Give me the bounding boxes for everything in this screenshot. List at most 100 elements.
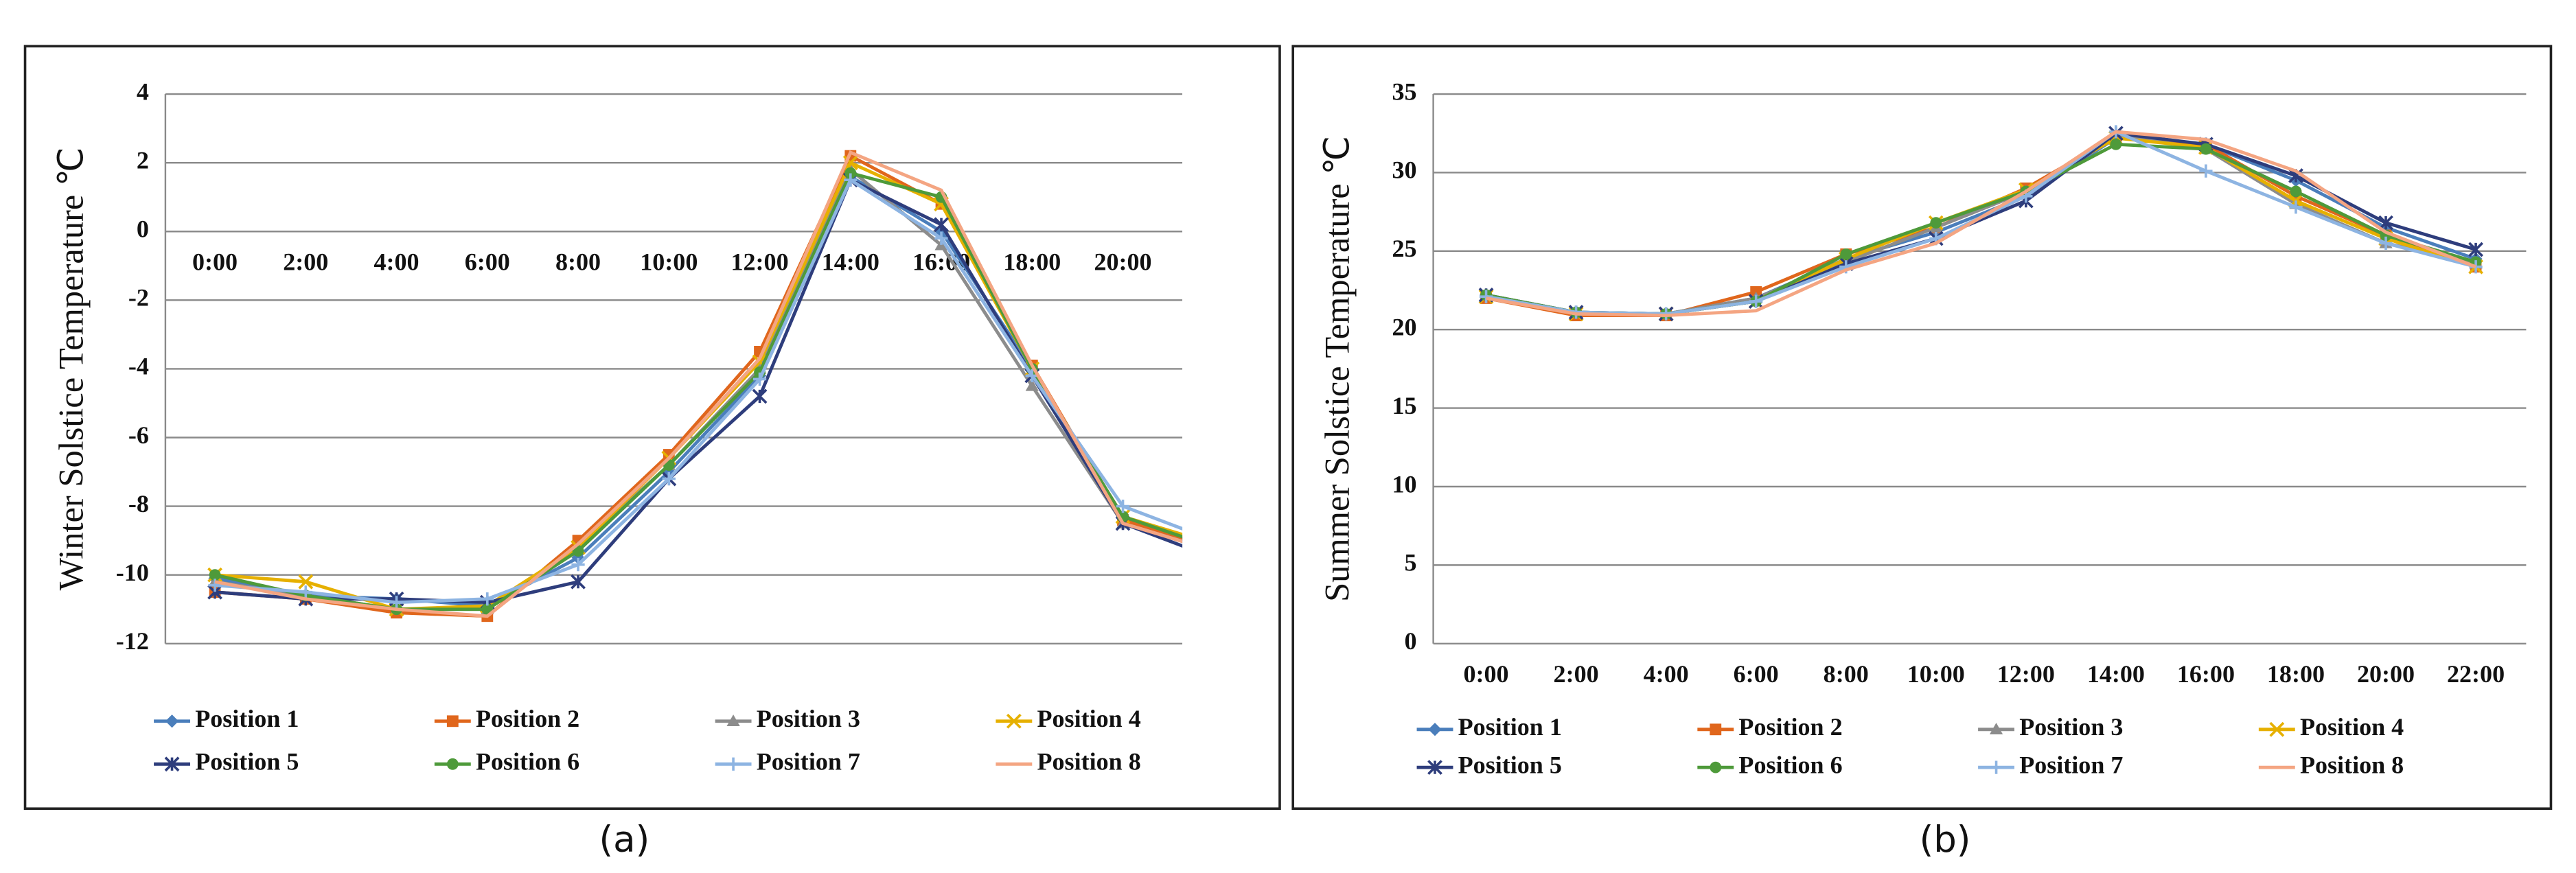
x-tick-label: 4:00 (374, 248, 419, 276)
series-line (214, 160, 1183, 612)
series-line (1486, 131, 2476, 316)
caption: (b) (1920, 819, 1971, 861)
series-line (214, 177, 1183, 605)
legend-label: Position 8 (2300, 751, 2404, 778)
marker (298, 574, 314, 590)
x-tick-label: 10:00 (640, 248, 698, 276)
marker (844, 173, 858, 187)
y-axis-label: Winter Solstice Temperature ℃ (51, 147, 90, 590)
y-tick-label: -4 (128, 353, 149, 380)
marker (1025, 379, 1039, 391)
marker (1208, 542, 1219, 553)
plot-group: 0 5 10 15 20 25 30 35 0:00 2:00 4:00 6:00 8:00 10:00 1… (1392, 78, 2527, 778)
x-tick-label: 14:00 (822, 248, 879, 276)
marker (1428, 723, 1442, 736)
series-line (1486, 130, 2476, 316)
x-tick-label: 20:00 (2357, 660, 2415, 688)
marker (752, 388, 768, 404)
marker (481, 592, 494, 606)
legend-label: Position 4 (1037, 705, 1141, 732)
series-line (1486, 135, 2476, 318)
marker (571, 574, 586, 590)
marker (1207, 544, 1220, 557)
panel-border (23, 45, 1281, 811)
x-tick-label: 6:00 (1734, 660, 1779, 688)
x-tick-label: 4:00 (1644, 660, 1689, 688)
series-line (214, 174, 1183, 608)
marker (1427, 760, 1442, 776)
legend-label: Position 1 (1458, 713, 1562, 741)
legend-label: Position 4 (2300, 713, 2404, 741)
marker (1207, 551, 1220, 564)
x-tick-label: 2:00 (283, 248, 328, 276)
series-line (214, 177, 1183, 605)
series-line (214, 150, 1183, 618)
y-tick-label: 0 (137, 216, 149, 243)
y-tick-label: 30 (1392, 156, 1417, 184)
marker (1840, 248, 1852, 260)
x-tick-label: 14:00 (2087, 660, 2145, 688)
legend-label: Position 2 (476, 705, 579, 732)
panel-border (1291, 45, 2553, 811)
legend-label: Position 1 (195, 705, 299, 732)
marker (2290, 185, 2302, 198)
marker (934, 217, 949, 233)
x-tick-label: 18:00 (1003, 248, 1061, 276)
plot-group: -12 -10 -8 -6 -4 -2 0 2 4 0:00 2:00 4:00 6:00 8:00 10:… (116, 78, 1243, 776)
marker (165, 714, 179, 728)
y-tick-label: 4 (137, 78, 149, 105)
x-tick-label: 2:00 (1554, 660, 1599, 688)
marker (1989, 723, 2003, 735)
marker (571, 558, 585, 572)
marker (1989, 760, 2003, 774)
marker (844, 167, 857, 179)
marker (446, 715, 459, 728)
marker (164, 756, 180, 772)
marker (1479, 290, 1493, 303)
legend-label: Position 6 (1738, 751, 1842, 778)
marker (726, 757, 740, 771)
marker (1208, 542, 1219, 553)
caption: (a) (599, 819, 650, 861)
x-tick-label: 8:00 (555, 248, 601, 276)
series-line (1486, 142, 2476, 316)
y-tick-label: 2 (137, 146, 149, 174)
marker (2269, 721, 2285, 737)
marker (299, 585, 312, 599)
x-tick-label: 16:00 (2177, 660, 2235, 688)
marker (2200, 143, 2212, 155)
marker (2379, 236, 2393, 251)
marker (1710, 761, 1722, 773)
marker (1006, 713, 1022, 729)
x-tick-label: 22:00 (2447, 660, 2505, 688)
marker (1207, 537, 1220, 550)
legend-label: Position 6 (476, 748, 579, 776)
marker (208, 579, 222, 592)
marker (389, 596, 404, 609)
y-tick-label: 15 (1392, 392, 1417, 419)
y-tick-label: -6 (128, 421, 149, 449)
legend-label: Position 3 (2019, 713, 2123, 741)
y-tick-label: -8 (128, 490, 149, 517)
marker (209, 569, 221, 581)
marker (934, 231, 948, 245)
y-tick-label: 20 (1392, 314, 1417, 341)
legend-label: Position 7 (2019, 751, 2123, 778)
x-tick-label: 20:00 (1094, 248, 1151, 276)
marker (1116, 499, 1130, 513)
y-tick-label: 25 (1392, 235, 1417, 262)
y-tick-label: 5 (1405, 549, 1417, 577)
legend-label: Position 8 (1037, 748, 1141, 776)
marker (1710, 723, 1722, 736)
chart-panel: -12 -10 -8 -6 -4 -2 0 2 4 0:00 2:00 4:00 6:00 8:00 10:… (23, 45, 1281, 861)
series-line (1486, 136, 2476, 316)
marker (726, 714, 740, 726)
legend-label: Position 2 (1738, 713, 1842, 741)
series-line (214, 167, 1183, 612)
series-line (214, 171, 1183, 612)
legend-label: Position 5 (1458, 751, 1562, 778)
x-tick-label: 22:00 (1185, 248, 1243, 276)
series-line (1486, 136, 2476, 316)
